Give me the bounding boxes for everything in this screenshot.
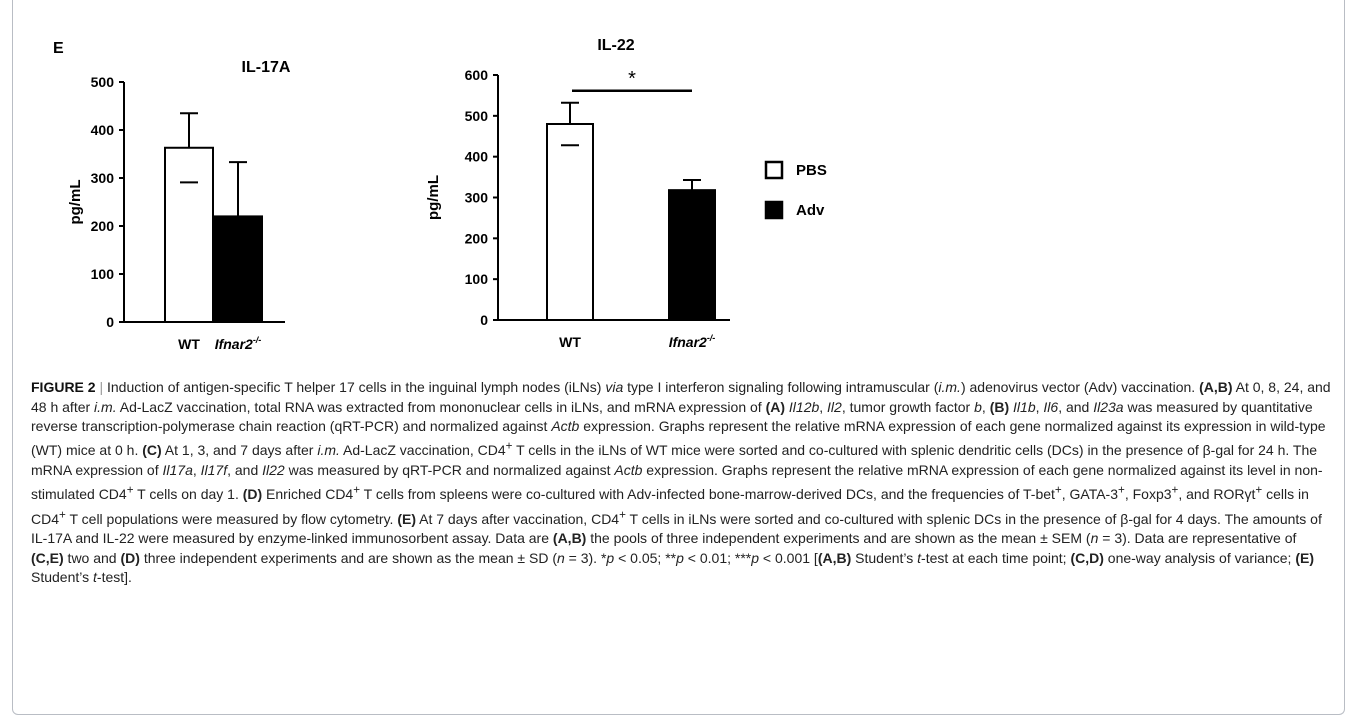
y-tick-label: 100 bbox=[465, 271, 489, 287]
y-tick-label: 400 bbox=[91, 122, 115, 138]
bar-pbs bbox=[546, 123, 594, 321]
legend-label: Adv bbox=[796, 202, 825, 219]
y-tick-label: 500 bbox=[91, 74, 115, 90]
chart-2: IL-22 pg/mL 0 100 200 300 400 500 600 WT Ifnar2-/-… bbox=[425, 37, 730, 350]
y-axis-label: pg/mL bbox=[425, 175, 442, 220]
bar-pbs bbox=[164, 146, 214, 323]
figure-caption: FIGURE 2 | Induction of antigen-specific… bbox=[31, 378, 1331, 588]
y-tick-label: 0 bbox=[480, 312, 488, 328]
legend-item-adv: Adv bbox=[764, 200, 825, 220]
y-tick-label: 300 bbox=[465, 190, 489, 206]
bar-adv bbox=[668, 189, 716, 321]
y-tick-label: 400 bbox=[465, 149, 489, 165]
bar-adv bbox=[213, 215, 263, 323]
y-tick-label: 200 bbox=[91, 218, 115, 234]
legend-label: PBS bbox=[796, 162, 827, 179]
caption-separator: | bbox=[99, 379, 104, 395]
y-tick-label: 600 bbox=[465, 67, 489, 83]
y-axis-label: pg/mL bbox=[67, 180, 84, 225]
legend-swatch bbox=[764, 200, 784, 220]
y-tick-label: 0 bbox=[106, 314, 114, 330]
legend-swatch bbox=[764, 160, 784, 180]
panel-label: E bbox=[53, 40, 64, 57]
x-tick-label: WT bbox=[178, 336, 200, 352]
x-tick-label: Ifnar2-/- bbox=[669, 333, 716, 350]
chart-title: IL-17A bbox=[242, 59, 291, 76]
chart-title: IL-22 bbox=[597, 37, 634, 54]
significance-label: * bbox=[628, 68, 636, 90]
y-tick-label: 500 bbox=[465, 108, 489, 124]
y-tick-label: 200 bbox=[465, 230, 489, 246]
y-tick-label: 100 bbox=[91, 266, 115, 282]
caption-figure-label: FIGURE 2 bbox=[31, 379, 96, 395]
y-tick-label: 300 bbox=[91, 170, 115, 186]
figure-frame bbox=[12, 0, 1345, 715]
legend-item-pbs: PBS bbox=[764, 160, 827, 180]
caption-text: Induction of antigen-specific T helper 1… bbox=[31, 379, 1331, 586]
x-tick-label: WT bbox=[559, 334, 581, 350]
figure-canvas: E IL-17A pg/mL 0 100 200 300 400 500 WT Ifnar2-/-… bbox=[53, 37, 827, 352]
x-tick-label: Ifnar2-/- bbox=[215, 335, 262, 352]
chart-1: IL-17A pg/mL 0 100 200 300 400 500 WT Ifnar2-/- bbox=[67, 59, 291, 352]
legend: PBS Adv bbox=[764, 160, 827, 220]
